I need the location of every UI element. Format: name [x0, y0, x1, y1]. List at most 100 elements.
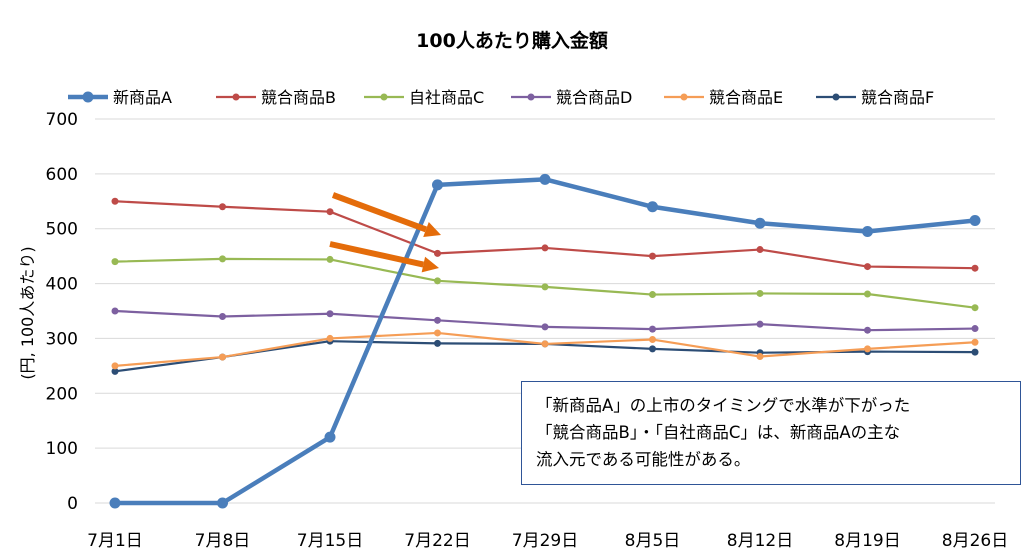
- x-tick-label: 8月26日: [942, 531, 1008, 551]
- data-point: [647, 201, 658, 213]
- data-point: [109, 497, 121, 509]
- legend-marker: [832, 93, 840, 101]
- data-point: [219, 255, 226, 263]
- x-tick-label: 8月19日: [834, 531, 900, 551]
- data-point: [111, 307, 119, 315]
- annotation-line-3: 流入元である可能性がある。: [536, 450, 751, 469]
- data-point: [756, 289, 764, 297]
- y-axis-ticks: 0 100 200 300 400 500 600 700: [46, 110, 78, 514]
- x-tick-label: 7月1日: [87, 531, 143, 551]
- data-point: [864, 345, 871, 353]
- legend-item-6: 競合商品F: [816, 88, 934, 107]
- data-point: [971, 264, 979, 272]
- data-point: [324, 431, 336, 443]
- data-point: [541, 283, 549, 291]
- data-point: [434, 329, 441, 337]
- legend-marker: [82, 91, 94, 103]
- annotation-line-1: 「新商品A」の上市のタイミングで水準が下がった: [536, 396, 911, 415]
- y-axis-label: (円, 100人あたり): [18, 246, 37, 379]
- data-point: [432, 179, 443, 191]
- data-point: [111, 258, 119, 266]
- series-5: [111, 329, 979, 370]
- legend-label: 自社商品C: [409, 88, 484, 107]
- y-tick-label: 200: [46, 384, 78, 404]
- series-2: [111, 197, 979, 272]
- x-tick-label: 8月5日: [625, 531, 681, 551]
- x-tick-label: 7月15日: [297, 531, 363, 551]
- data-point: [649, 252, 656, 260]
- x-tick-label: 7月22日: [404, 531, 470, 551]
- legend-item-3: 自社商品C: [364, 88, 484, 107]
- data-point: [326, 310, 334, 318]
- data-point: [649, 291, 656, 299]
- data-point: [971, 325, 979, 333]
- legend-item-1: 新商品A: [68, 88, 172, 107]
- legend-item-4: 競合商品D: [511, 88, 632, 107]
- legend-label: 競合商品D: [556, 88, 632, 107]
- series-group: [109, 173, 981, 509]
- annotation-arrow: [331, 192, 441, 237]
- annotation-box: 「新商品A」の上市のタイミングで水準が下がった 「競合商品B」・「自社商品C」は…: [521, 381, 1021, 485]
- chart-title: 100人あたり購入金額: [416, 29, 608, 52]
- legend-marker: [680, 93, 688, 101]
- data-point: [864, 290, 871, 298]
- legend-label: 競合商品B: [261, 88, 336, 107]
- x-axis-ticks: 7月1日 7月8日 7月15日 7月22日 7月29日 8月5日 8月12日 8月19日 8月2…: [87, 531, 1008, 551]
- x-tick-label: 7月29日: [512, 531, 578, 551]
- y-tick-label: 700: [46, 110, 78, 130]
- annotation-line-2: 「競合商品B」・「自社商品C」は、新商品Aの主な: [536, 423, 901, 442]
- annotation-arrow: [329, 241, 439, 273]
- legend-marker: [527, 93, 535, 101]
- data-point: [756, 320, 764, 328]
- y-tick-label: 600: [46, 165, 78, 185]
- data-point: [434, 277, 441, 285]
- data-point: [539, 173, 551, 185]
- data-point: [434, 249, 441, 257]
- legend-label: 競合商品E: [709, 88, 783, 107]
- series-3: [111, 255, 979, 312]
- data-point: [326, 334, 334, 342]
- data-point: [219, 203, 226, 211]
- data-point: [864, 326, 871, 334]
- data-point: [326, 208, 334, 216]
- legend: 新商品A 競合商品B 自社商品C 競合商品D 競合商品E 競合商品F: [68, 88, 934, 107]
- legend-marker: [380, 93, 388, 101]
- series-1: [109, 173, 981, 509]
- data-point: [862, 225, 873, 237]
- data-point: [434, 339, 441, 347]
- data-point: [541, 323, 549, 331]
- legend-item-5: 競合商品E: [664, 88, 783, 107]
- data-point: [864, 263, 871, 271]
- data-point: [969, 214, 981, 226]
- data-point: [434, 316, 441, 324]
- y-tick-label: 500: [46, 220, 78, 240]
- y-tick-label: 0: [67, 494, 78, 514]
- data-point: [111, 197, 119, 205]
- data-point: [649, 336, 656, 344]
- data-point: [217, 497, 228, 509]
- y-tick-label: 300: [46, 329, 78, 349]
- data-point: [219, 353, 226, 361]
- legend-label: 競合商品F: [861, 88, 934, 107]
- data-point: [649, 345, 656, 353]
- data-point: [541, 244, 549, 252]
- legend-label: 新商品A: [113, 88, 172, 107]
- x-tick-label: 7月8日: [195, 531, 251, 551]
- series-line: [114, 331, 976, 367]
- data-point: [111, 362, 119, 370]
- data-point: [649, 325, 656, 333]
- data-point: [971, 304, 979, 312]
- data-point: [756, 246, 764, 254]
- legend-marker: [232, 93, 240, 101]
- data-point: [754, 217, 766, 229]
- data-point: [541, 340, 549, 348]
- y-tick-label: 400: [46, 275, 78, 295]
- data-point: [756, 353, 764, 361]
- annotation-arrows: [329, 192, 441, 273]
- data-point: [111, 367, 119, 375]
- data-point: [971, 338, 979, 346]
- series-4: [111, 307, 979, 334]
- x-tick-label: 8月12日: [727, 531, 793, 551]
- data-point: [326, 255, 334, 263]
